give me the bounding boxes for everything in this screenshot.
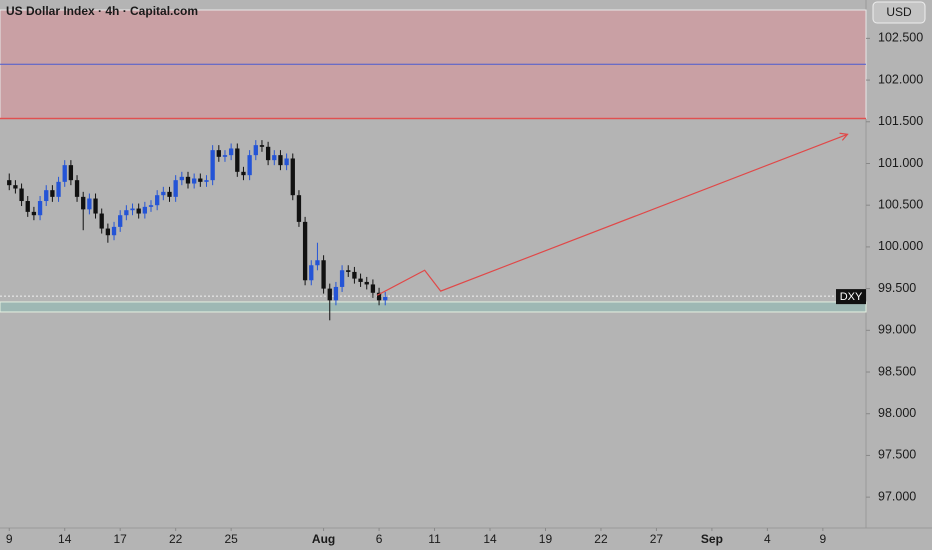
candle-body xyxy=(352,271,357,279)
candle-body xyxy=(13,185,18,189)
candle-body xyxy=(364,281,369,285)
candle-body xyxy=(124,210,129,216)
currency-button[interactable] xyxy=(872,1,926,24)
candle-body xyxy=(44,190,49,202)
candle-body xyxy=(204,180,209,182)
candle-body xyxy=(265,146,271,161)
candle-body xyxy=(136,208,141,214)
candle-body xyxy=(235,148,240,172)
candle-body xyxy=(93,198,98,214)
candle-body xyxy=(50,190,55,197)
candle-body xyxy=(358,278,363,282)
candle-body xyxy=(37,201,43,216)
candle-body xyxy=(290,158,295,196)
candle-body xyxy=(173,180,178,197)
candle-body xyxy=(105,228,111,236)
candle-body xyxy=(228,148,234,156)
candle-body xyxy=(68,165,74,181)
y-tick-label: 101.000 xyxy=(878,156,923,170)
candle-body xyxy=(19,188,24,202)
candle-body xyxy=(130,208,135,211)
x-tick-label: 4 xyxy=(764,532,771,546)
candle-body xyxy=(253,145,258,156)
candle-body xyxy=(155,195,160,206)
x-tick-label: 14 xyxy=(58,532,72,546)
y-tick-label: 102.000 xyxy=(878,72,923,86)
symbol-tag xyxy=(836,289,866,305)
candle-body xyxy=(241,171,246,176)
candle-body xyxy=(118,215,123,227)
projection-path xyxy=(376,133,848,296)
candle-body xyxy=(31,211,37,216)
candle-body xyxy=(278,155,283,166)
candle-body xyxy=(62,165,67,182)
candle-body xyxy=(7,180,12,186)
candle-body xyxy=(321,260,326,289)
candle-body xyxy=(370,284,376,293)
candle-body xyxy=(74,180,80,197)
candle-body xyxy=(284,158,289,166)
candle-body xyxy=(142,206,148,214)
candle-body xyxy=(161,191,166,196)
candle-body xyxy=(185,176,191,184)
y-tick-label: 100.000 xyxy=(878,239,923,253)
candle-body xyxy=(148,205,154,207)
x-tick-label: 9 xyxy=(6,532,13,546)
candle-body xyxy=(309,265,314,281)
candle-body xyxy=(167,191,172,197)
candle-body xyxy=(111,226,117,236)
candle-body xyxy=(25,201,30,212)
candle-body xyxy=(339,270,345,287)
candle-body xyxy=(302,221,308,281)
y-tick-label: 102.500 xyxy=(878,31,923,45)
candle-body xyxy=(376,292,382,301)
y-tick-label: 99.500 xyxy=(878,281,916,295)
symbol-label: DXY xyxy=(840,291,863,303)
candle-body xyxy=(327,288,332,301)
x-tick-label: 27 xyxy=(650,532,664,546)
x-tick-label: 19 xyxy=(539,532,553,546)
candle-body xyxy=(259,145,265,147)
x-tick-label: 22 xyxy=(169,532,183,546)
y-tick-label: 97.500 xyxy=(878,448,916,462)
candle-body xyxy=(87,198,92,210)
candle-body xyxy=(198,178,203,182)
y-tick-label: 98.000 xyxy=(878,406,916,420)
candle-body xyxy=(191,178,197,184)
plot xyxy=(0,9,867,321)
candle-body xyxy=(99,213,104,229)
candle-body xyxy=(247,155,252,176)
x-tick-label: Sep xyxy=(701,532,723,546)
x-tick-label: 6 xyxy=(376,532,383,546)
candle-body xyxy=(383,296,388,301)
y-tick-label: 99.000 xyxy=(878,323,916,337)
x-tick-label: 14 xyxy=(483,532,497,546)
candle-body xyxy=(56,181,61,197)
x-tick-label: 25 xyxy=(224,532,238,546)
x-tick-label: 9 xyxy=(820,532,827,546)
support-zone xyxy=(0,301,867,313)
chart-title: US Dollar Index · 4h · Capital.com xyxy=(6,4,198,18)
candle-body xyxy=(296,195,302,222)
candle-body xyxy=(81,196,86,210)
candle-body xyxy=(315,260,320,266)
x-tick-label: 17 xyxy=(114,532,128,546)
currency-label[interactable]: USD xyxy=(886,5,912,19)
candle-body xyxy=(333,286,339,301)
candle-body xyxy=(210,150,215,181)
y-tick-label: 100.500 xyxy=(878,197,923,211)
y-tick-label: 98.500 xyxy=(878,364,916,378)
candle-body xyxy=(272,155,277,161)
candle-body xyxy=(222,155,228,157)
y-tick-label: 101.500 xyxy=(878,114,923,128)
x-tick-label: Aug xyxy=(312,532,335,546)
candle-body xyxy=(346,270,351,272)
candle-body xyxy=(216,150,221,157)
candle-body xyxy=(179,176,184,181)
x-tick-label: 11 xyxy=(428,532,441,546)
x-tick-label: 22 xyxy=(594,532,608,546)
projection-arrowhead xyxy=(839,132,849,141)
y-tick-label: 97.000 xyxy=(878,489,916,503)
